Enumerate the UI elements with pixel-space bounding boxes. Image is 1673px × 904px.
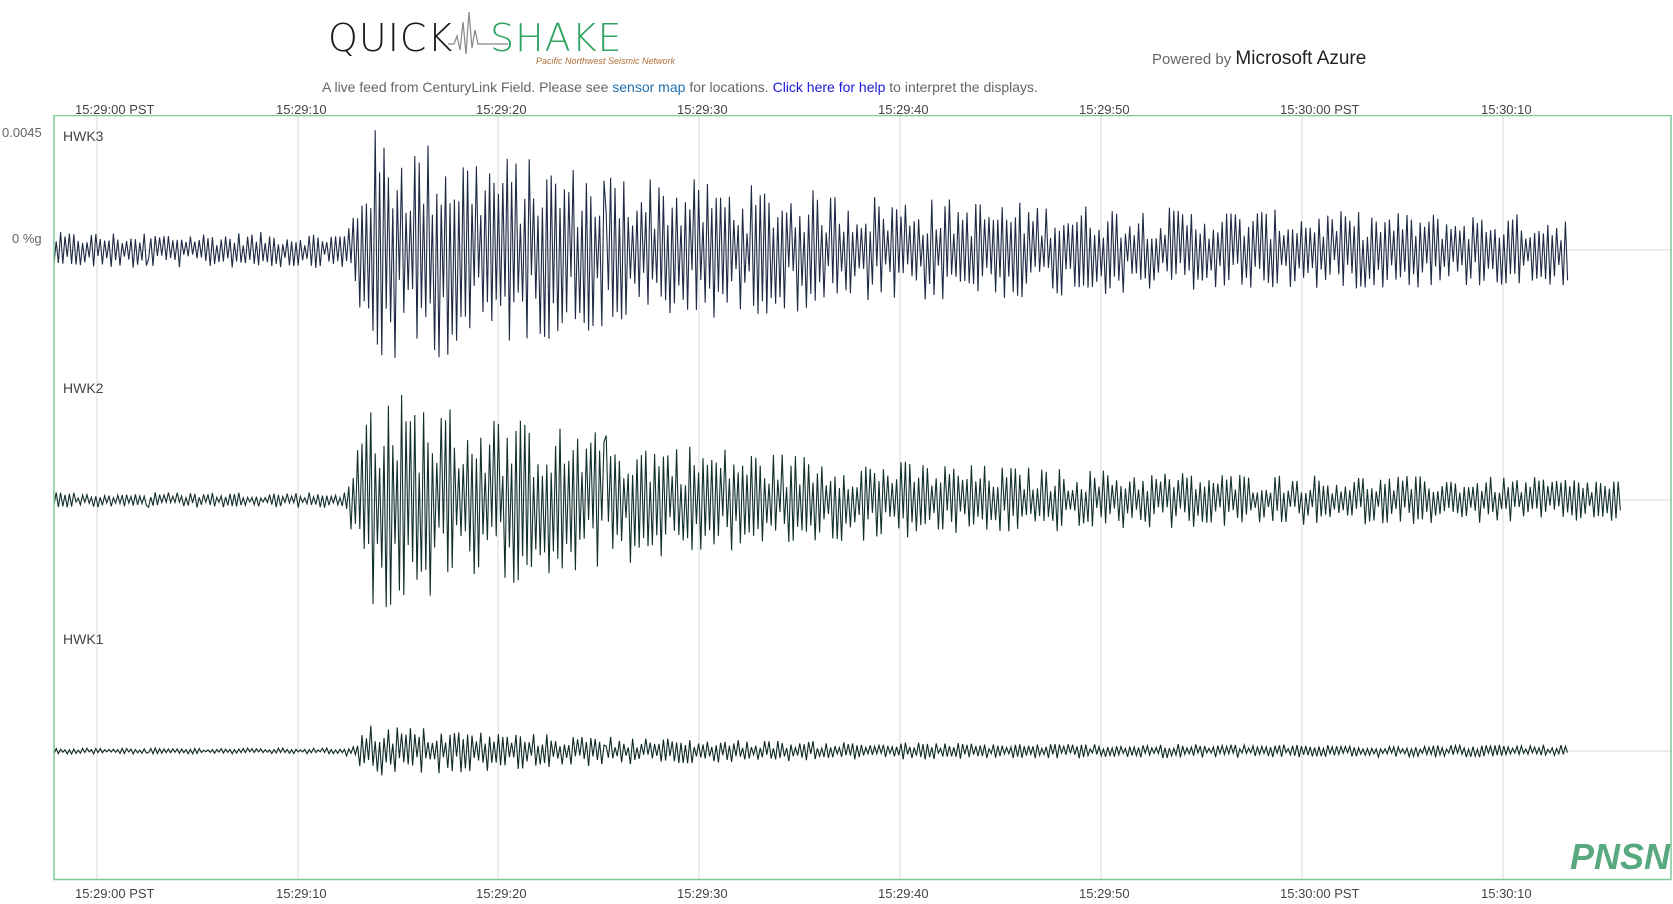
time-tick-label: 15:29:00 PST — [75, 102, 155, 117]
plot-frame — [53, 115, 1672, 881]
logo-shake-text: SHAKE — [490, 16, 623, 60]
sensor-map-link[interactable]: sensor map — [612, 79, 686, 95]
logo-quick-text: QUICK — [328, 16, 454, 60]
time-tick-label: 15:30:10 — [1481, 102, 1532, 117]
help-link[interactable]: Click here for help — [772, 79, 886, 95]
tagline-prefix: A live feed from CenturyLink Field. Plea… — [322, 79, 609, 95]
time-axis-bottom: 15:29:00 PST 15:29:10 15:29:20 15:29:30 15:2… — [0, 886, 1673, 904]
tagline-suffix: to interpret the displays. — [889, 79, 1038, 95]
logo-subtitle: Pacific Northwest Seismic Network — [536, 56, 676, 66]
trace-label-hwk1: HWK1 — [63, 631, 104, 647]
y-zero-label: 0 %g — [12, 231, 42, 246]
time-tick-label: 15:29:50 — [1079, 102, 1130, 117]
time-tick-label: 15:29:20 — [476, 886, 527, 901]
quickshake-logo: QUICK SHAKE Pacific Northwest Seismic Ne… — [328, 6, 675, 68]
trace-label-hwk2: HWK2 — [63, 380, 104, 396]
seismic-wave-icon — [448, 11, 508, 55]
powered-prefix: Powered by — [1152, 51, 1232, 68]
trace-label-hwk3: HWK3 — [63, 128, 104, 144]
time-tick-label: 15:29:10 — [276, 886, 327, 901]
y-max-label: 0.0045 — [2, 125, 42, 140]
time-tick-label: 15:30:00 PST — [1280, 886, 1360, 901]
time-axis-top: 15:29:00 PST 15:29:10 15:29:20 15:29:30 15:2… — [0, 102, 1673, 120]
time-tick-label: 15:29:40 — [878, 102, 929, 117]
time-tick-label: 15:29:30 — [677, 886, 728, 901]
time-tick-label: 15:29:40 — [878, 886, 929, 901]
time-tick-label: 15:29:20 — [476, 102, 527, 117]
powered-by: Powered by Microsoft Azure — [1152, 48, 1366, 70]
time-tick-label: 15:29:50 — [1079, 886, 1130, 901]
time-tick-label: 15:29:10 — [276, 102, 327, 117]
time-tick-label: 15:29:30 — [677, 102, 728, 117]
seismogram-trace-hwk2 — [53, 394, 1621, 608]
seismogram-trace-hwk1 — [53, 725, 1569, 776]
microsoft-azure-brand: Microsoft Azure — [1235, 48, 1367, 69]
pnsn-watermark: PNSN — [1570, 836, 1671, 877]
tagline-middle: for locations. — [689, 79, 769, 95]
tagline: A live feed from CenturyLink Field. Plea… — [322, 79, 1038, 95]
seismogram-plot[interactable] — [0, 115, 1673, 881]
time-tick-label: 15:30:00 PST — [1280, 102, 1360, 117]
time-tick-label: 15:30:10 — [1481, 886, 1532, 901]
time-tick-label: 15:29:00 PST — [75, 886, 155, 901]
seismogram-trace-hwk3 — [53, 130, 1569, 358]
